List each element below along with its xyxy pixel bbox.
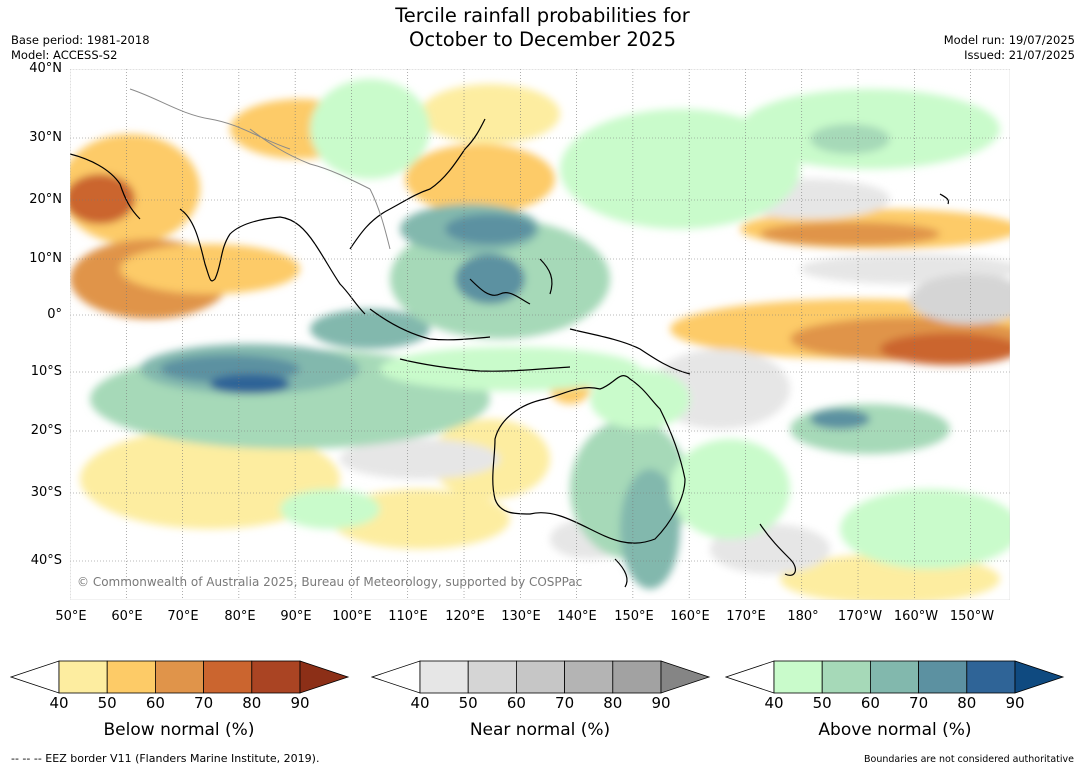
model-text: Model: ACCESS-S2 bbox=[11, 48, 118, 62]
colorbar-segment bbox=[869, 660, 919, 694]
near-normal-colorbar bbox=[371, 660, 711, 694]
lat-label: 10°S bbox=[30, 364, 62, 379]
colorbar-segment bbox=[154, 660, 204, 694]
colorbar-segment bbox=[419, 660, 469, 694]
lon-label: 170°E bbox=[726, 609, 766, 624]
meta-right: Model run: 19/07/2025 Issued: 21/07/2025 bbox=[944, 33, 1075, 63]
lat-label: 20°S bbox=[30, 423, 62, 438]
colorbar-segment bbox=[58, 660, 108, 694]
colorbar-segment bbox=[515, 660, 565, 694]
below-normal-title: Below normal (%) bbox=[103, 720, 255, 740]
colorbar-tick-label: 70 bbox=[555, 694, 575, 712]
colorbar-tick-label: 50 bbox=[458, 694, 478, 712]
lon-label: 150°E bbox=[614, 609, 654, 624]
map-title: Tercile rainfall probabilities for Octob… bbox=[0, 4, 1085, 52]
colorbar-tick-label: 90 bbox=[290, 694, 310, 712]
gridlines bbox=[70, 69, 1010, 600]
colorbar-segment bbox=[773, 660, 823, 694]
copyright-text: © Commonwealth of Australia 2025, Bureau… bbox=[77, 575, 583, 589]
lon-label: 160°W bbox=[893, 609, 939, 624]
colorbar-tick-label: 80 bbox=[957, 694, 977, 712]
issued-text: Issued: 21/07/2025 bbox=[964, 48, 1075, 62]
colorbar-segment bbox=[966, 660, 1016, 694]
colorbar-segment bbox=[106, 660, 156, 694]
above-normal-colorbar bbox=[725, 660, 1065, 694]
colorbar-segment bbox=[612, 660, 662, 694]
lat-label: 40°N bbox=[29, 61, 62, 76]
colorbar-segment bbox=[251, 660, 301, 694]
colorbar-tick-label: 90 bbox=[651, 694, 671, 712]
below-normal-colorbar bbox=[10, 660, 350, 694]
probability-map bbox=[70, 69, 1010, 600]
colorbar-low-arrow bbox=[725, 660, 775, 694]
colorbar-low-arrow bbox=[10, 660, 60, 694]
lon-label: 150°W bbox=[949, 609, 995, 624]
borders bbox=[129, 88, 391, 250]
colorbar-segment bbox=[821, 660, 871, 694]
lon-label: 120°E bbox=[445, 609, 485, 624]
lon-label: 140°E bbox=[557, 609, 597, 624]
colorbar-tick-label: 40 bbox=[764, 694, 784, 712]
colorbar-tick-label: 70 bbox=[194, 694, 214, 712]
meta-left: Base period: 1981-2018 Model: ACCESS-S2 bbox=[11, 33, 150, 63]
lat-label: 30°N bbox=[29, 130, 62, 145]
above-normal-title: Above normal (%) bbox=[818, 720, 972, 740]
colorbar-tick-label: 60 bbox=[506, 694, 526, 712]
lon-label: 70°E bbox=[167, 609, 199, 624]
lat-label: 0° bbox=[47, 307, 62, 322]
lon-label: 180° bbox=[787, 609, 819, 624]
lon-label: 130°E bbox=[501, 609, 541, 624]
colorbar-tick-label: 50 bbox=[812, 694, 832, 712]
lon-label: 60°E bbox=[111, 609, 143, 624]
lat-label: 20°N bbox=[29, 192, 62, 207]
near-normal-title: Near normal (%) bbox=[469, 720, 611, 740]
colorbar-segment bbox=[918, 660, 968, 694]
colorbar-segment bbox=[564, 660, 614, 694]
lat-label: 40°S bbox=[30, 553, 62, 568]
lat-label: 10°N bbox=[29, 251, 62, 266]
lat-label: 30°S bbox=[30, 485, 62, 500]
colorbar-segment bbox=[203, 660, 253, 694]
lon-label: 160°E bbox=[670, 609, 710, 624]
lon-label: 170°W bbox=[837, 609, 883, 624]
colorbar-tick-label: 80 bbox=[242, 694, 262, 712]
colorbar-segment bbox=[467, 660, 517, 694]
colorbar-tick-label: 40 bbox=[49, 694, 69, 712]
probability-field bbox=[70, 69, 1010, 600]
title-line-1: Tercile rainfall probabilities for bbox=[395, 4, 690, 27]
colorbar-tick-label: 60 bbox=[145, 694, 165, 712]
colorbar-tick-label: 60 bbox=[860, 694, 880, 712]
coastlines bbox=[70, 118, 950, 588]
base-period-text: Base period: 1981-2018 bbox=[11, 33, 150, 47]
eez-note: -- -- -- EEZ border V11 (Flanders Marine… bbox=[11, 752, 320, 765]
lon-label: 110°E bbox=[388, 609, 428, 624]
colorbar-high-arrow bbox=[299, 660, 350, 694]
title-line-2: October to December 2025 bbox=[409, 28, 676, 51]
colorbar-tick-label: 90 bbox=[1005, 694, 1025, 712]
colorbar-high-arrow bbox=[660, 660, 711, 694]
lon-label: 80°E bbox=[224, 609, 256, 624]
disclaimer: Boundaries are not considered authoritat… bbox=[864, 754, 1074, 765]
lon-label: 50°E bbox=[55, 609, 87, 624]
colorbar-low-arrow bbox=[371, 660, 421, 694]
lon-label: 100°E bbox=[332, 609, 372, 624]
model-run-text: Model run: 19/07/2025 bbox=[943, 33, 1075, 47]
colorbar-tick-label: 70 bbox=[909, 694, 929, 712]
colorbar-tick-label: 80 bbox=[603, 694, 623, 712]
lon-label: 90°E bbox=[280, 609, 312, 624]
colorbar-tick-label: 50 bbox=[97, 694, 117, 712]
colorbar-tick-label: 40 bbox=[410, 694, 430, 712]
colorbar-high-arrow bbox=[1014, 660, 1065, 694]
